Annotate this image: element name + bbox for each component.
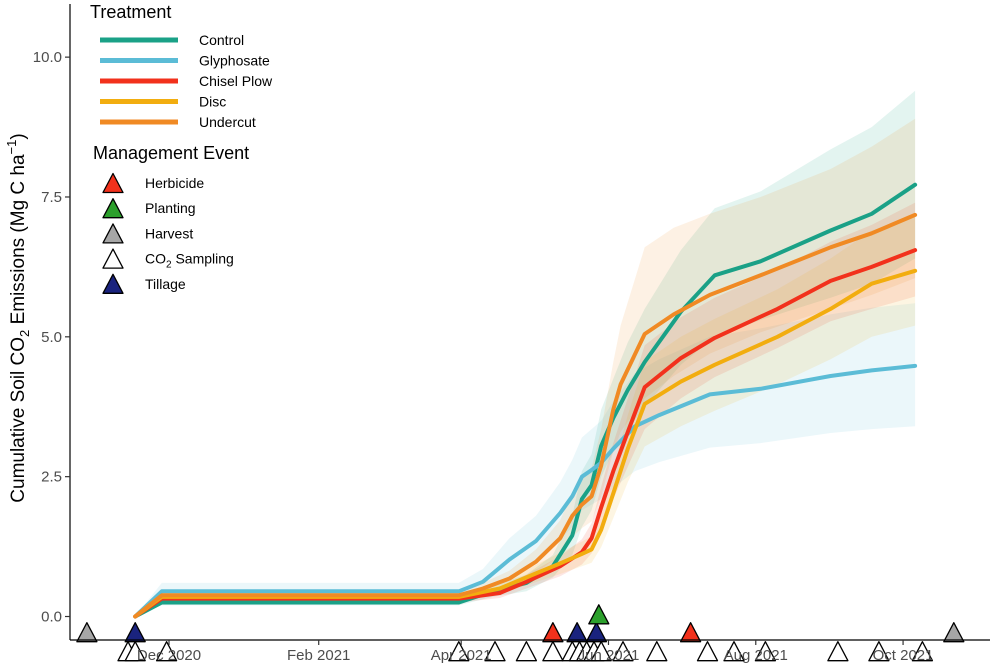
legend-label: Planting xyxy=(145,200,196,216)
y-tick-label: 7.5 xyxy=(41,189,62,206)
x-tick-label: Dec 2020 xyxy=(137,647,201,664)
confidence-bands xyxy=(135,90,916,617)
legend-label: Herbicide xyxy=(145,175,204,191)
y-tick-label: 10.0 xyxy=(33,49,62,66)
event-marker-co2-sampling xyxy=(696,641,719,662)
y-tick-label: 5.0 xyxy=(41,329,62,346)
line-chisel-plow xyxy=(133,248,918,619)
event-marker-co2-sampling xyxy=(754,641,777,662)
event-marker-co2-sampling xyxy=(911,641,934,662)
event-marker-co2-sampling xyxy=(542,641,564,662)
band-chisel-plow xyxy=(135,202,916,617)
event-marker-co2-sampling xyxy=(723,641,745,662)
line-undercut xyxy=(133,212,918,619)
axes xyxy=(69,4,990,641)
band-disc xyxy=(135,216,916,617)
band-control xyxy=(135,90,916,617)
y-axis-title-part: Emissions (Mg C ha xyxy=(8,154,29,330)
y-tick-label: 0.0 xyxy=(41,609,62,626)
line-glyphosate xyxy=(133,363,918,619)
event-marker-planting xyxy=(588,604,610,625)
management-event-markers xyxy=(76,604,965,662)
event-marker-co2-sampling xyxy=(155,641,178,662)
event-marker-co2-sampling xyxy=(124,641,146,662)
event-marker-tillage xyxy=(566,622,588,643)
x-tick-label: Feb 2021 xyxy=(287,647,350,664)
event-marker-co2-sampling xyxy=(646,641,668,662)
legend-label: Control xyxy=(199,32,244,48)
treatment-legend-title: Treatment xyxy=(90,2,171,22)
event-legend-items: Herbicide Planting Harvest CO2 Sampling Till… xyxy=(102,172,234,294)
legend-label: Tillage xyxy=(145,276,186,292)
series-lines xyxy=(133,182,918,619)
event-marker-co2-sampling xyxy=(868,641,890,662)
event-marker-co2-sampling xyxy=(448,641,470,662)
legend-event-marker xyxy=(102,198,124,219)
band-glyphosate xyxy=(135,303,916,617)
event-marker-co2-sampling xyxy=(612,641,634,662)
legend-label: Disc xyxy=(199,94,226,110)
x-tick-label: Apr 2021 xyxy=(431,647,492,664)
treatment-legend-items: Control Glyphosate Chisel Plow Disc Undercut xyxy=(100,32,273,130)
event-marker-co2-sampling xyxy=(827,641,849,662)
legend-event-marker xyxy=(102,248,124,269)
event-marker-herbicide xyxy=(542,622,564,643)
x-tick-label: Oct 2021 xyxy=(873,647,934,664)
legend: Treatment Control Glyphosate Chisel Plow Di… xyxy=(90,2,273,294)
x-tick-label: Jun 2021 xyxy=(578,647,640,664)
legend-label: Glyphosate xyxy=(199,53,270,69)
legend-event-marker xyxy=(102,223,124,244)
event-marker-tillage xyxy=(124,622,146,643)
event-marker-herbicide xyxy=(679,622,702,643)
y-axis-title-part: ) xyxy=(8,133,29,139)
event-marker-co2-sampling xyxy=(515,641,538,662)
legend-label: Undercut xyxy=(199,114,256,130)
legend-event-marker xyxy=(102,273,124,294)
event-marker-co2-sampling xyxy=(590,641,612,662)
event-marker-harvest xyxy=(943,622,965,643)
legend-event-marker xyxy=(102,172,124,194)
legend-label: Harvest xyxy=(145,225,193,241)
y-axis-title-superscript: −1 xyxy=(4,140,19,155)
line-disc xyxy=(133,268,918,619)
event-marker-tillage xyxy=(585,622,608,643)
band-undercut xyxy=(135,118,916,617)
y-axis-title: Cumulative Soil CO2 Emissions (Mg C ha−1… xyxy=(4,133,32,502)
y-axis-title-part: Cumulative Soil CO xyxy=(8,337,29,503)
legend-label: Chisel Plow xyxy=(199,73,273,89)
event-marker-harvest xyxy=(76,622,98,643)
x-tick-label: Aug 2021 xyxy=(724,647,788,664)
event-marker-co2-sampling xyxy=(484,641,506,662)
y-axis-title-subscript: 2 xyxy=(17,330,32,337)
legend-label: CO2 Sampling xyxy=(145,251,234,271)
axis-ticks: 0.0 2.5 5.0 7.5 10.0 Dec 2020 Feb 2021 Apr 2021… xyxy=(33,49,934,664)
y-tick-label: 2.5 xyxy=(41,469,62,486)
event-legend-title: Management Event xyxy=(93,143,249,163)
